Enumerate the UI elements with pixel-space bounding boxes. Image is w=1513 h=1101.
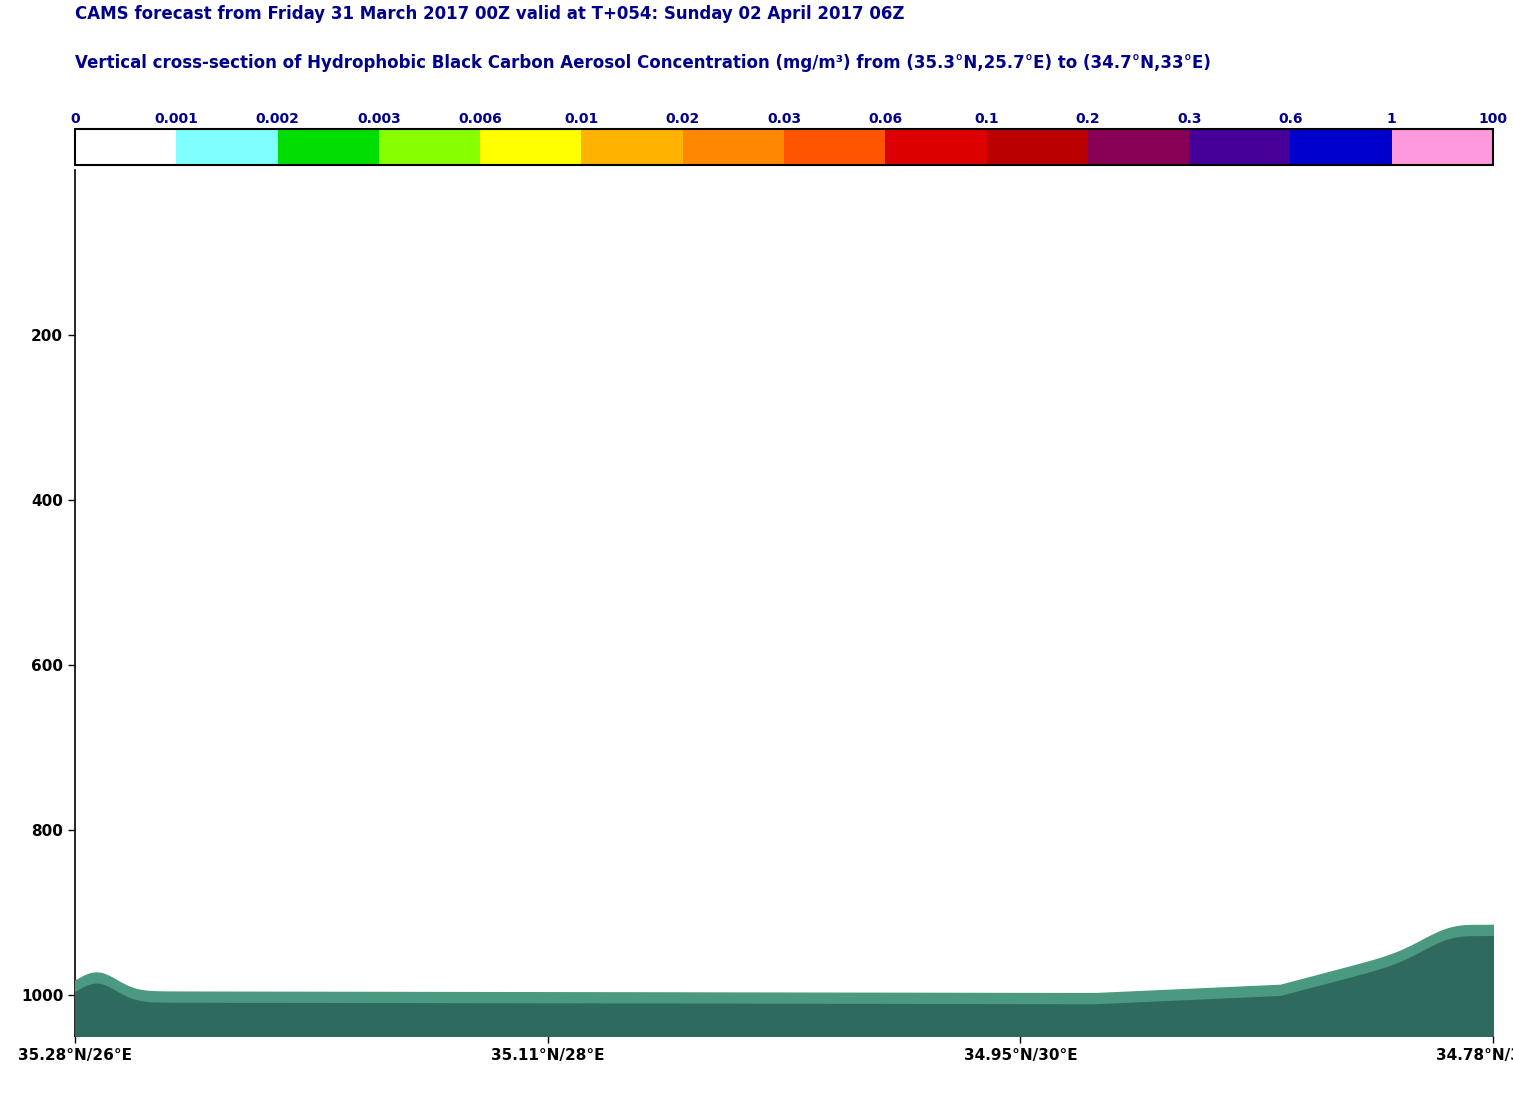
- Text: 0.02: 0.02: [666, 112, 701, 126]
- Bar: [1291, 129, 1392, 165]
- Text: 0: 0: [70, 112, 80, 126]
- Bar: [1189, 129, 1291, 165]
- Bar: [76, 129, 177, 165]
- Text: 0.6: 0.6: [1278, 112, 1303, 126]
- Bar: [277, 129, 378, 165]
- Bar: [682, 129, 784, 165]
- Bar: [885, 129, 986, 165]
- Text: 0.03: 0.03: [767, 112, 800, 126]
- Text: 100: 100: [1478, 112, 1507, 126]
- Bar: [378, 129, 480, 165]
- Text: 0.003: 0.003: [357, 112, 401, 126]
- Text: 0.06: 0.06: [868, 112, 902, 126]
- Text: 0.001: 0.001: [154, 112, 198, 126]
- Text: 0.1: 0.1: [974, 112, 999, 126]
- Bar: [581, 129, 682, 165]
- Text: 1: 1: [1387, 112, 1396, 126]
- Bar: [784, 129, 885, 165]
- Text: Vertical cross-section of Hydrophobic Black Carbon Aerosol Concentration (mg/m³): Vertical cross-section of Hydrophobic Bl…: [76, 55, 1210, 73]
- Text: 0.01: 0.01: [564, 112, 599, 126]
- Bar: [1088, 129, 1189, 165]
- Bar: [177, 129, 277, 165]
- Text: CAMS forecast from Friday 31 March 2017 00Z valid at T+054: Sunday 02 April 2017: CAMS forecast from Friday 31 March 2017 …: [76, 6, 905, 23]
- Text: 0.002: 0.002: [256, 112, 300, 126]
- Text: 0.006: 0.006: [458, 112, 502, 126]
- Bar: [986, 129, 1088, 165]
- Text: 0.2: 0.2: [1076, 112, 1100, 126]
- Text: 0.3: 0.3: [1177, 112, 1201, 126]
- Bar: [1392, 129, 1493, 165]
- Bar: [76, 129, 1493, 165]
- Bar: [480, 129, 581, 165]
